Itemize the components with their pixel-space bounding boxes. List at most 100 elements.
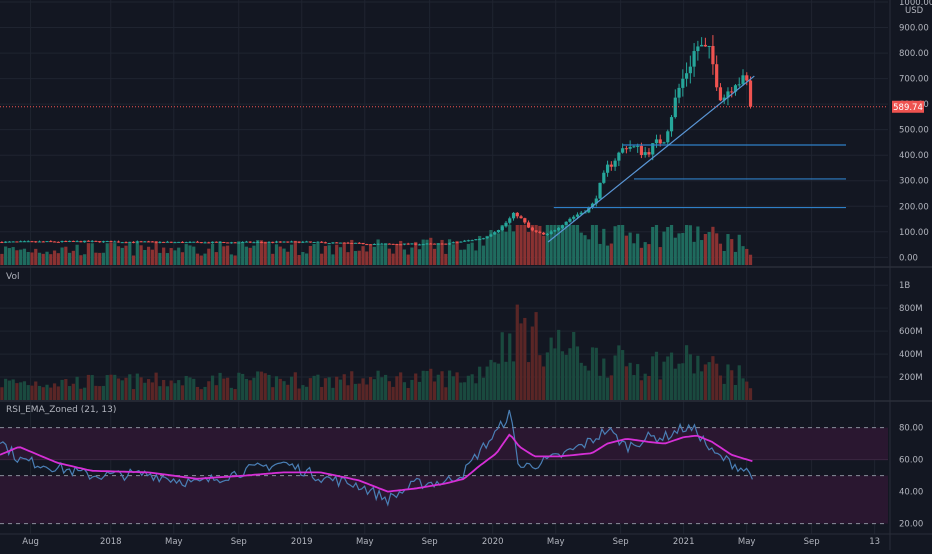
price-tick-label-6: 400.00 <box>899 151 929 161</box>
price-vol-bar-153 <box>575 225 580 265</box>
volume-bar-173 <box>651 356 655 400</box>
volume-bar-87 <box>327 377 331 400</box>
volume-bar-133 <box>500 332 504 400</box>
candle-body-114 <box>429 243 433 245</box>
price-vol-bar-5 <box>19 249 23 265</box>
price-vol-bar-78 <box>293 240 297 265</box>
price-vol-bar-149 <box>560 225 565 265</box>
volume-bar-108 <box>406 388 410 400</box>
candle-body-125 <box>470 240 474 242</box>
volume-bar-166 <box>624 366 628 400</box>
volume-bar-128 <box>481 377 486 400</box>
price-vol-bar-47 <box>177 247 181 265</box>
volume-bar-155 <box>583 365 587 400</box>
price-vol-bar-1 <box>4 246 8 265</box>
volume-bar-42 <box>158 386 162 400</box>
candle-body-12 <box>45 241 49 243</box>
candle-body-76 <box>286 241 290 243</box>
price-vol-bar-135 <box>508 225 512 265</box>
price-vol-bar-88 <box>331 254 335 265</box>
candle-body-65 <box>244 241 249 243</box>
candle-body-47 <box>177 241 181 243</box>
candle-body-157 <box>590 203 595 208</box>
price-vol-bar-90 <box>338 247 343 265</box>
candle-body-36 <box>135 241 139 243</box>
candle-body-79 <box>297 241 301 243</box>
candle-body-78 <box>293 241 297 243</box>
candle-body-153 <box>575 214 580 217</box>
candle-body-25 <box>94 240 98 242</box>
volume-bar-135 <box>508 333 512 400</box>
volume-bar-134 <box>504 361 508 400</box>
price-vol-bar-123 <box>463 249 467 265</box>
price-vol-bar-83 <box>312 243 316 265</box>
candle-body-50 <box>188 241 192 243</box>
price-vol-bar-185 <box>696 226 700 265</box>
price-vol-bar-49 <box>184 244 188 265</box>
price-vol-bar-85 <box>320 253 324 265</box>
volume-bar-151 <box>568 348 572 400</box>
price-vol-bar-181 <box>681 232 685 265</box>
candle-body-126 <box>474 239 478 241</box>
price-vol-bar-53 <box>199 255 203 265</box>
candle-body-188 <box>707 46 711 48</box>
price-vol-bar-114 <box>429 237 433 265</box>
volume-bar-172 <box>647 375 651 400</box>
price-vol-bar-168 <box>632 243 636 265</box>
drawn-levels[interactable] <box>0 75 888 243</box>
volume-bar-69 <box>259 371 264 400</box>
candle-body-168 <box>632 146 636 148</box>
price-vol-bar-154 <box>579 232 583 265</box>
time-tick-label-6: Sep <box>422 537 438 547</box>
volume-bar-183 <box>688 354 692 400</box>
candle-body-142 <box>534 230 538 232</box>
price-vol-bar-182 <box>684 225 689 265</box>
rsi-zones <box>0 427 888 525</box>
candle-body-81 <box>305 241 309 243</box>
volume-bar-169 <box>636 364 640 400</box>
candle-body-133 <box>500 226 504 231</box>
candle-body-182 <box>684 73 689 79</box>
price-vol-bar-132 <box>496 233 501 265</box>
candle-body-86 <box>323 242 328 244</box>
candle-body-52 <box>195 241 200 243</box>
candle-body-187 <box>703 44 707 47</box>
volume-bar-193 <box>726 364 730 400</box>
candle-body-176 <box>662 142 666 144</box>
time-tick-label-13: 13 <box>869 537 880 547</box>
price-tick-label-7: 300.00 <box>899 177 929 187</box>
candle-body-75 <box>282 241 286 243</box>
candle-body-180 <box>677 87 681 98</box>
candle-body-141 <box>530 227 534 231</box>
time-tick-label-1: 2018 <box>100 537 122 547</box>
candle-body-39 <box>147 241 151 243</box>
candle-body-33 <box>124 242 128 244</box>
volume-bar-184 <box>692 373 696 400</box>
volume-bar-17 <box>64 378 68 400</box>
price-vol-bar-36 <box>135 241 139 265</box>
price-vol-bar-73 <box>274 244 279 265</box>
candle-body-53 <box>199 242 203 244</box>
candle-body-131 <box>493 232 497 235</box>
price-vol-bar-120 <box>451 244 455 265</box>
volume-bar-45 <box>169 380 173 400</box>
candle-body-23 <box>86 240 91 242</box>
price-tick-label-5: 500.00 <box>899 126 929 136</box>
rsi-tick-label-2: 40.00 <box>899 488 923 498</box>
volume-bar-74 <box>278 378 282 400</box>
candle-body-134 <box>504 222 508 227</box>
price-vol-bar-80 <box>301 251 305 265</box>
axis-labels: 1000.00900.00800.00700.00600.00500.00400… <box>22 0 932 547</box>
volume-bar-197 <box>741 378 745 400</box>
candle-body-106 <box>399 244 403 246</box>
candle-body-123 <box>463 240 467 242</box>
volume-bar-194 <box>730 370 734 400</box>
volume-bar-156 <box>587 370 591 400</box>
volume-bar-61 <box>229 387 233 400</box>
candle-body-0 <box>0 242 4 244</box>
price-vol-bar-97 <box>365 251 369 265</box>
volume-bar-100 <box>376 370 380 400</box>
candle-body-174 <box>654 139 659 144</box>
